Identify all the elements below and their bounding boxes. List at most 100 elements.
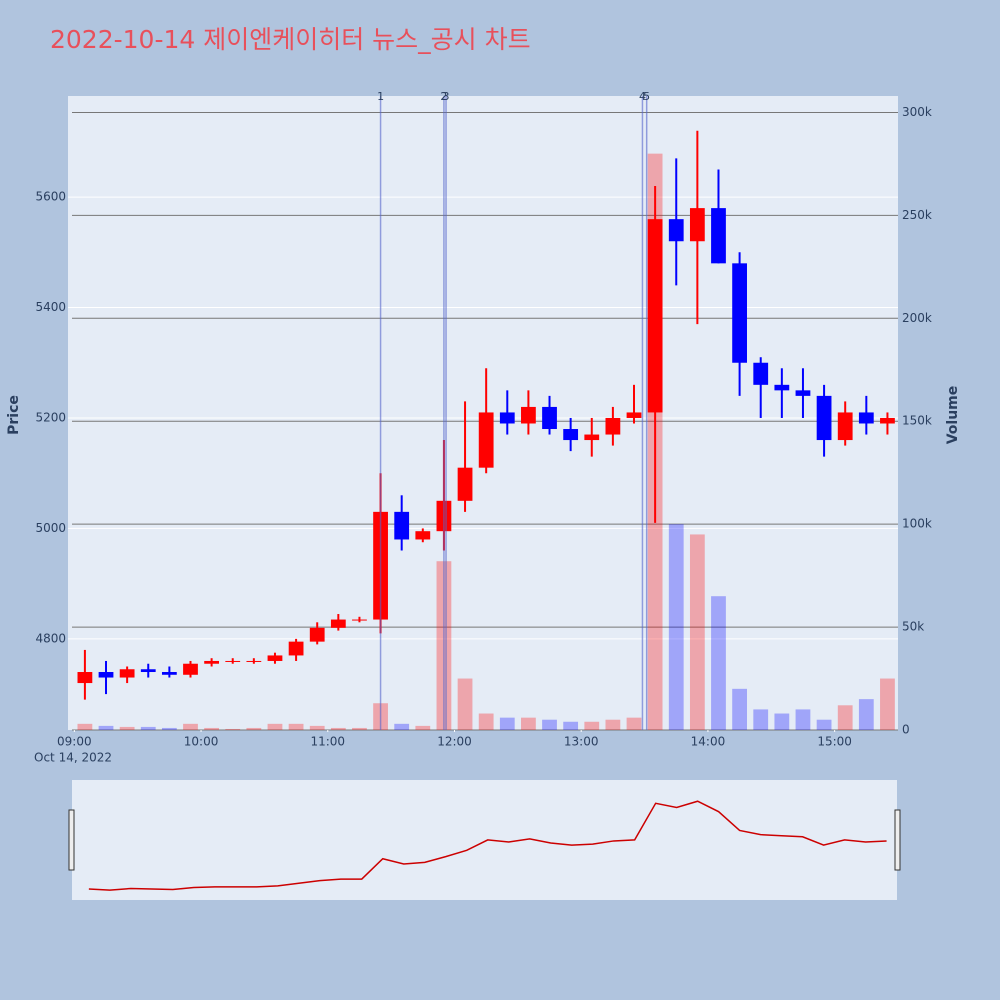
candle-body — [140, 669, 156, 673]
candle-body — [161, 672, 177, 675]
y-axis-title: Price — [6, 395, 22, 435]
candle-body — [352, 619, 367, 621]
slider-handle[interactable] — [68, 809, 75, 871]
event-label: 5 — [643, 90, 650, 103]
candle-body — [457, 467, 473, 501]
y2-tick-label: 100k — [902, 517, 932, 531]
volume-bar — [816, 719, 832, 730]
candle-body — [711, 208, 726, 264]
volume-bar — [858, 699, 874, 730]
volume-bar — [689, 534, 705, 730]
volume-bar — [837, 705, 853, 730]
candle-body — [774, 384, 790, 391]
range-slider[interactable] — [72, 780, 897, 900]
candle-body — [605, 417, 621, 435]
y-tick-label: 5400 — [35, 300, 66, 314]
volume-bar — [563, 721, 579, 730]
candle-body — [626, 412, 642, 418]
candle-body — [816, 395, 832, 441]
y2-tick-label: 300k — [902, 105, 932, 119]
volume-bar — [542, 719, 557, 730]
volume-bar — [225, 728, 241, 730]
volume-bar — [711, 596, 726, 730]
candle-body — [204, 660, 220, 664]
candle-body — [668, 219, 684, 242]
candle-body — [689, 208, 705, 242]
volume-bar — [183, 723, 198, 730]
y2-tick-label: 0 — [902, 723, 910, 737]
volume-bar — [394, 723, 410, 730]
volume-bar — [753, 709, 769, 730]
candle-body — [394, 511, 410, 540]
volume-bar — [795, 709, 811, 730]
y-tick-label: 5000 — [35, 521, 66, 535]
volume-bar — [584, 721, 600, 730]
candle-body — [837, 412, 853, 441]
x-tick-label: 11:00 — [310, 735, 345, 749]
volume-bar — [605, 719, 621, 730]
y-tick-label: 5200 — [35, 410, 66, 424]
x-tick-label: 14:00 — [691, 735, 726, 749]
volume-bar — [352, 727, 367, 730]
volume-bar — [98, 725, 114, 730]
volume-bar — [246, 727, 262, 730]
slider-handle[interactable] — [894, 809, 901, 871]
candle-body — [288, 641, 304, 656]
candle-body — [183, 663, 198, 675]
volume-bar — [668, 524, 684, 730]
volume-bar — [161, 727, 177, 730]
y2-tick-label: 200k — [902, 311, 932, 325]
x-tick-label: 09:00 — [57, 735, 92, 749]
candle-body — [246, 660, 262, 662]
x-date-label: Oct 14, 2022 — [34, 751, 112, 765]
candle-body — [77, 672, 93, 684]
candle-body — [330, 619, 346, 628]
candle-body — [584, 434, 600, 441]
y2-tick-label: 150k — [902, 414, 932, 428]
candle-body — [119, 669, 135, 678]
volume-bar — [732, 688, 747, 730]
y-tick-label: 5600 — [35, 190, 66, 204]
volume-bar — [140, 726, 156, 730]
y2-tick-label: 250k — [902, 208, 932, 222]
volume-bar — [478, 713, 494, 730]
volume-bar — [626, 717, 642, 730]
slider-line — [88, 800, 887, 891]
event-label: 1 — [377, 90, 384, 103]
volume-bar — [499, 717, 515, 730]
y-tick-label: 4800 — [35, 631, 66, 645]
x-tick-label: 10:00 — [184, 735, 219, 749]
candle-body — [478, 412, 494, 468]
chart-title: 2022-10-14 제이엔케이히터 뉴스_공시 차트 — [50, 25, 531, 54]
candle-body — [542, 406, 557, 430]
candle-body — [563, 429, 579, 441]
volume-bar — [521, 717, 536, 730]
volume-bar — [204, 727, 220, 730]
volume-bar — [330, 727, 346, 730]
event-label: 2 — [440, 90, 447, 103]
candle-body — [732, 263, 747, 363]
candle-body — [880, 417, 895, 424]
y2-tick-label: 50k — [902, 620, 924, 634]
volume-bar — [415, 725, 431, 730]
candle-body — [753, 362, 769, 385]
candle-body — [521, 406, 536, 424]
candle-body — [267, 655, 283, 661]
candle-body — [225, 660, 241, 662]
volume-bar — [457, 678, 473, 730]
candle-body — [647, 219, 663, 413]
candle-body — [795, 390, 811, 396]
volume-bar — [880, 678, 895, 730]
candle-body — [858, 412, 874, 424]
volume-bar — [309, 725, 325, 730]
x-tick-label: 12:00 — [437, 735, 472, 749]
volume-bar — [119, 726, 135, 730]
candle-body — [98, 672, 114, 678]
volume-bar — [288, 723, 304, 730]
y2-axis-title: Volume — [945, 386, 961, 445]
volume-bar — [267, 723, 283, 730]
event-label: 4 — [639, 90, 646, 103]
candle-body — [415, 531, 431, 540]
volume-bar — [77, 723, 93, 730]
